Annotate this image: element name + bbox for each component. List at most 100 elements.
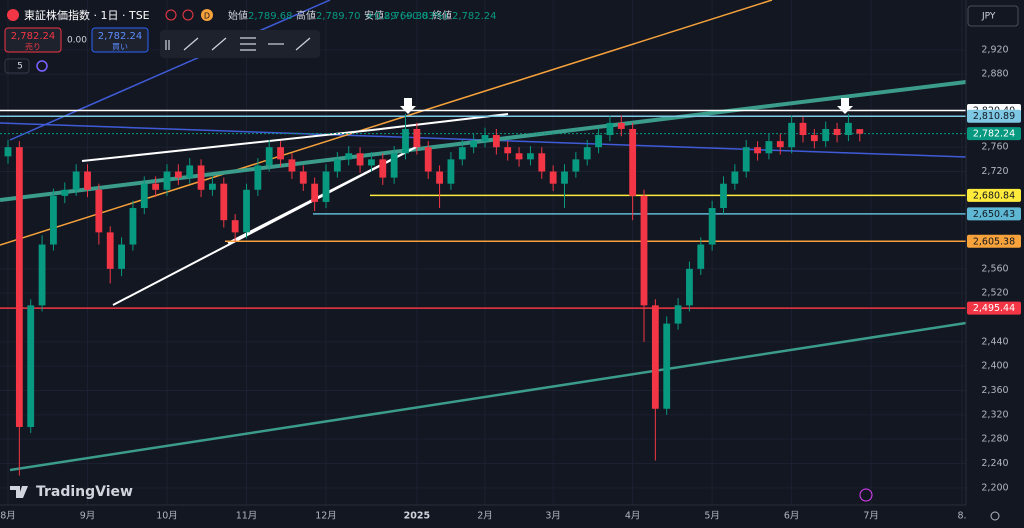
y-tick-label: 2,880: [981, 69, 1008, 80]
candle-body: [152, 183, 160, 190]
y-tick-label: 2,440: [981, 336, 1008, 347]
candle-body: [549, 171, 557, 184]
candle-body: [299, 171, 307, 184]
buy-button[interactable]: [91, 27, 149, 53]
candle-body: [538, 153, 546, 172]
candle-body: [209, 183, 216, 190]
x-tick-label: 5月: [704, 511, 720, 522]
ohlc-label: 始値: [228, 9, 248, 22]
candle-body: [492, 135, 500, 148]
level-label: 2,495.44: [973, 303, 1015, 314]
sync-icon[interactable]: [36, 60, 48, 72]
alert-icon[interactable]: [859, 488, 873, 502]
candle-body: [379, 159, 387, 178]
candle-body: [697, 244, 705, 269]
candle-body: [95, 189, 103, 233]
candle-body: [799, 122, 807, 136]
ohlc-legend: 始値 2,789.68 高値 2,789.70 安値 2,769.38 終値 2,782.24: [228, 9, 497, 22]
x-tick-label: 2月: [477, 511, 493, 522]
level-tag: [967, 109, 1021, 123]
candle-body: [515, 153, 523, 160]
candle-body: [15, 147, 23, 428]
level-label: 2,782.24: [973, 129, 1015, 140]
channel-line: [9, 321, 967, 472]
y-tick-label: 2,520: [981, 288, 1008, 299]
ohlc-label: 終値: [432, 9, 452, 22]
price-axis: [966, 0, 1024, 528]
candle-body: [470, 141, 478, 148]
currency-button[interactable]: [967, 5, 1019, 27]
candle-body: [265, 147, 273, 166]
candle-body: [72, 171, 80, 190]
spread: 0.00: [67, 36, 87, 46]
x-tick-label: 4月: [625, 511, 641, 522]
candle-body: [140, 183, 148, 209]
x-tick-label: 9月: [80, 511, 96, 522]
candle-body: [856, 129, 864, 134]
y-tick-label: 2,240: [981, 458, 1008, 469]
candle-body: [742, 147, 750, 172]
candle-body: [731, 171, 739, 184]
candle-body: [118, 244, 125, 269]
candle-body: [561, 171, 568, 184]
candle-body: [527, 153, 534, 160]
candle-body: [368, 159, 375, 166]
candle-body: [572, 159, 580, 172]
settings-icon[interactable]: [990, 511, 1000, 521]
candle-body: [788, 122, 796, 148]
ohlc-label: 安値: [364, 9, 384, 22]
ohlc-value: 2,782.24: [452, 11, 497, 22]
candle-body: [84, 171, 91, 190]
x-tick-label: 8月: [0, 511, 16, 522]
indicator-toggle[interactable]: [4, 58, 30, 74]
buy-price: 2,782.24: [98, 31, 143, 42]
candle-body: [163, 171, 171, 190]
candle-body: [810, 135, 818, 142]
candle-body: [720, 183, 727, 209]
level-tag: [967, 188, 1021, 202]
y-tick-label: 2,720: [981, 166, 1008, 177]
symbol-title[interactable]: 東証株価指数 · 1日 · TSE: [24, 8, 150, 22]
candle-body: [629, 128, 637, 196]
candle-body: [402, 128, 409, 154]
candle-body: [424, 147, 432, 172]
trend-line: [112, 144, 421, 306]
x-tick-label: 12月: [315, 511, 337, 522]
y-tick-label: 2,760: [981, 142, 1008, 153]
candles: [4, 113, 864, 476]
level-tag: [967, 301, 1021, 315]
candle-body: [186, 165, 194, 178]
y-tick-label: 2,200: [981, 482, 1008, 493]
axes: 2,920 2,880 2,760 2,720 2,560 2,520 2,440 2,400…: [0, 44, 1021, 522]
candle-body: [708, 208, 716, 245]
candle-body: [583, 147, 591, 160]
candle-body: [822, 128, 830, 142]
candle-body: [504, 147, 512, 154]
candle-body: [243, 189, 250, 233]
badge-label: D: [204, 12, 210, 21]
x-tick-label: 11月: [236, 511, 258, 522]
candle-body: [617, 122, 625, 129]
level-label: 2,810.89: [973, 111, 1015, 122]
candle-body: [458, 147, 466, 160]
candle-body: [595, 135, 602, 148]
x-tick-label: 3月: [545, 511, 561, 522]
status-icon: [165, 9, 177, 21]
y-tick-label: 2,560: [981, 263, 1008, 274]
candle-body: [254, 165, 262, 190]
candle-body: [345, 153, 353, 160]
ohlc-value: 2,789.68: [248, 11, 293, 22]
y-tick-label: 2,920: [981, 44, 1008, 55]
brand: TradingView: [36, 484, 133, 500]
candle-body: [447, 159, 455, 184]
trend-line: [81, 129, 373, 162]
candle-body: [606, 122, 614, 136]
x-tick-label: 8.: [957, 511, 966, 522]
candle-body: [413, 128, 421, 148]
sell-button[interactable]: [4, 27, 62, 53]
toolbar-icons[interactable]: [165, 37, 311, 51]
x-tick-label: 6月: [784, 511, 800, 522]
candle-body: [436, 171, 443, 184]
